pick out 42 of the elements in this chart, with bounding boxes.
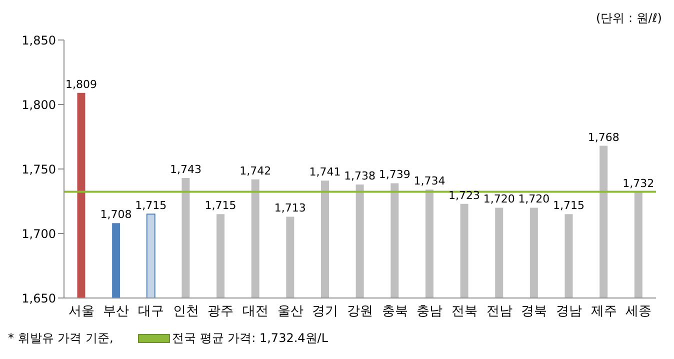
x-tick-label: 부산 <box>103 304 130 320</box>
data-label: 1,743 <box>170 163 202 176</box>
data-label: 1,742 <box>240 164 272 178</box>
x-tick-label: 인천 <box>172 304 199 320</box>
x-tick-label: 세종 <box>626 304 652 320</box>
data-label: 1,713 <box>274 202 306 215</box>
x-tick-label: 서울 <box>68 304 94 320</box>
text: (단위 : 원/ℓ) <box>596 10 662 27</box>
data-label: 1,715 <box>135 199 167 212</box>
x-tick-label: 대전 <box>242 304 269 320</box>
data-label: 1,720 <box>518 192 550 206</box>
y-tick-label: 1,700 <box>22 226 56 241</box>
data-label: 1,732 <box>622 177 654 190</box>
data-label: 1,734 <box>414 174 446 188</box>
x-tick-label: 전남 <box>486 304 512 320</box>
data-label: 1,809 <box>65 78 97 91</box>
x-tick-label: 대구 <box>138 304 164 320</box>
legend-label: 전국 평균 가격: 1,732.4원/L <box>172 330 328 347</box>
data-label: 1,715 <box>204 199 236 212</box>
x-tick-label: 울산 <box>277 304 304 320</box>
data-label: 1,739 <box>378 168 410 182</box>
data-label: 1,723 <box>448 188 480 202</box>
x-tick-label: 강원 <box>347 304 373 320</box>
x-tick-label: 경북 <box>521 304 548 320</box>
y-tick-label: 1,650 <box>22 291 56 306</box>
data-label: 1,741 <box>309 166 341 179</box>
data-label: 1,708 <box>100 208 132 222</box>
x-tick-label: 경남 <box>556 304 582 320</box>
data-label: 1,720 <box>483 192 515 206</box>
y-tick-label: 1,750 <box>22 162 56 176</box>
x-tick-label: 제주 <box>590 304 617 320</box>
data-label: 1,715 <box>553 199 585 212</box>
x-tick-label: 충남 <box>416 304 443 320</box>
data-label: 1,738 <box>344 169 376 182</box>
x-tick-label: 충북 <box>382 304 408 320</box>
x-tick-label: 광주 <box>208 304 234 320</box>
y-tick-label: 1,800 <box>22 98 56 112</box>
data-label: 1,768 <box>588 130 620 144</box>
x-tick-label: 전북 <box>451 304 478 320</box>
text: * 휘발유 가격 기준, <box>8 331 114 345</box>
y-tick-label: 1,850 <box>22 33 56 48</box>
x-tick-label: 경기 <box>312 304 338 320</box>
